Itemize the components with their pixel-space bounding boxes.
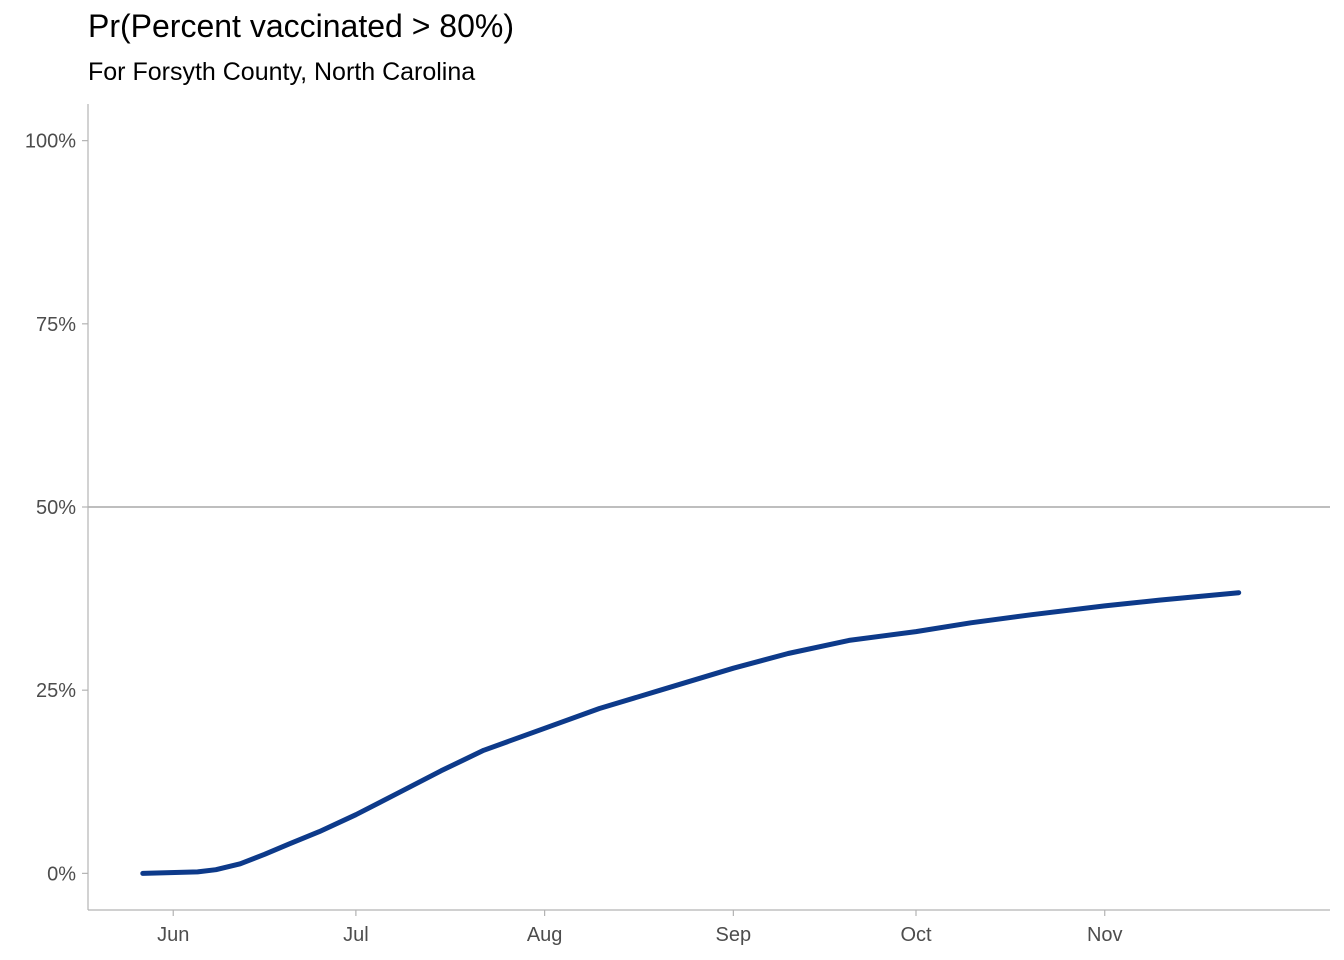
x-tick-label: Jul (343, 924, 369, 946)
chart-title: Pr(Percent vaccinated > 80%) (88, 8, 514, 44)
y-tick-label: 50% (36, 497, 76, 519)
y-tick-label: 100% (25, 131, 76, 153)
y-tick-label: 0% (47, 863, 76, 885)
x-tick-label: Oct (900, 924, 932, 946)
x-tick-label: Jun (157, 924, 189, 946)
x-tick-label: Sep (716, 924, 752, 946)
x-tick-label: Aug (527, 924, 563, 946)
y-tick-label: 25% (36, 680, 76, 702)
series-line (140, 590, 1242, 876)
x-tick-label: Nov (1087, 924, 1123, 946)
y-tick-label: 75% (36, 314, 76, 336)
chart-subtitle: For Forsyth County, North Carolina (88, 58, 476, 86)
